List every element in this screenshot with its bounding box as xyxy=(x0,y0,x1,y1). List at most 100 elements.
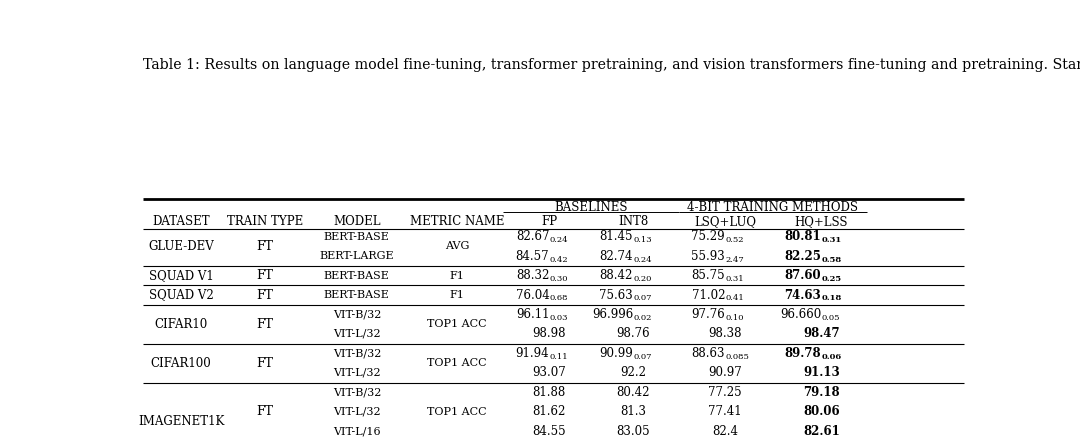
Text: 0.10: 0.10 xyxy=(725,314,744,322)
Text: 81.62: 81.62 xyxy=(532,405,566,418)
Text: AVG: AVG xyxy=(445,241,470,251)
Text: BERT-BASE: BERT-BASE xyxy=(324,271,390,280)
Text: METRIC NAME: METRIC NAME xyxy=(410,215,504,228)
Text: 88.32: 88.32 xyxy=(516,269,550,282)
Text: 75.29: 75.29 xyxy=(691,230,725,243)
Text: 88.63: 88.63 xyxy=(691,347,725,360)
Text: Table 1: Results on language model fine-tuning, transformer pretraining, and vis: Table 1: Results on language model fine-… xyxy=(144,58,1080,72)
Text: TOP1 ACC: TOP1 ACC xyxy=(428,319,487,329)
Text: 0.18: 0.18 xyxy=(821,295,841,303)
Text: FT: FT xyxy=(256,318,273,330)
Text: 0.07: 0.07 xyxy=(633,295,651,303)
Text: 87.60: 87.60 xyxy=(785,269,821,282)
Text: 0.31: 0.31 xyxy=(821,236,841,244)
Text: 98.47: 98.47 xyxy=(804,327,839,340)
Text: FT: FT xyxy=(256,357,273,369)
Text: 80.42: 80.42 xyxy=(617,386,650,399)
Text: 81.45: 81.45 xyxy=(599,230,633,243)
Text: FT: FT xyxy=(256,240,273,253)
Text: 96.11: 96.11 xyxy=(516,308,550,321)
Text: 82.25: 82.25 xyxy=(784,249,821,263)
Text: VIT-B/32: VIT-B/32 xyxy=(333,310,381,319)
Text: 0.24: 0.24 xyxy=(633,256,651,264)
Text: 88.42: 88.42 xyxy=(599,269,633,282)
Text: SQUAD V1: SQUAD V1 xyxy=(149,269,214,282)
Text: 82.67: 82.67 xyxy=(516,230,550,243)
Text: CIFAR100: CIFAR100 xyxy=(151,357,212,369)
Text: 89.78: 89.78 xyxy=(785,347,821,360)
Text: VIT-L/32: VIT-L/32 xyxy=(333,329,380,339)
Text: 74.63: 74.63 xyxy=(784,288,821,302)
Text: SQUAD V2: SQUAD V2 xyxy=(149,288,214,302)
Text: 81.3: 81.3 xyxy=(620,405,646,418)
Text: 81.88: 81.88 xyxy=(532,386,566,399)
Text: VIT-B/32: VIT-B/32 xyxy=(333,387,381,397)
Text: 0.085: 0.085 xyxy=(725,353,748,361)
Text: 77.41: 77.41 xyxy=(708,405,742,418)
Text: 97.76: 97.76 xyxy=(691,308,725,321)
Text: 85.75: 85.75 xyxy=(691,269,725,282)
Text: 0.05: 0.05 xyxy=(821,314,840,322)
Text: 96.660: 96.660 xyxy=(780,308,821,321)
Text: TRAIN TYPE: TRAIN TYPE xyxy=(227,215,302,228)
Text: 96.996: 96.996 xyxy=(592,308,633,321)
Text: 80.81: 80.81 xyxy=(785,230,821,243)
Text: 84.57: 84.57 xyxy=(515,249,550,263)
Text: TOP1 ACC: TOP1 ACC xyxy=(428,407,487,417)
Text: 93.07: 93.07 xyxy=(532,366,566,379)
Text: BERT-BASE: BERT-BASE xyxy=(324,232,390,242)
Text: HQ+LSS: HQ+LSS xyxy=(795,215,848,228)
Text: 82.4: 82.4 xyxy=(712,424,738,438)
Text: 98.38: 98.38 xyxy=(708,327,742,340)
Text: CIFAR10: CIFAR10 xyxy=(154,318,207,330)
Text: VIT-L/16: VIT-L/16 xyxy=(333,426,380,436)
Text: 90.97: 90.97 xyxy=(708,366,742,379)
Text: 55.93: 55.93 xyxy=(691,249,725,263)
Text: 92.2: 92.2 xyxy=(620,366,646,379)
Text: FT: FT xyxy=(256,269,273,282)
Text: 84.55: 84.55 xyxy=(532,424,566,438)
Text: BASELINES: BASELINES xyxy=(554,201,627,214)
Text: F1: F1 xyxy=(449,271,464,280)
Text: 82.61: 82.61 xyxy=(802,424,840,438)
Text: 75.63: 75.63 xyxy=(599,288,633,302)
Text: 91.13: 91.13 xyxy=(802,366,840,379)
Text: 98.98: 98.98 xyxy=(532,327,566,340)
Text: FP: FP xyxy=(541,215,557,228)
Text: VIT-B/32: VIT-B/32 xyxy=(333,348,381,358)
Text: F1: F1 xyxy=(449,290,464,300)
Text: VIT-L/32: VIT-L/32 xyxy=(333,407,380,417)
Text: 90.99: 90.99 xyxy=(599,347,633,360)
Text: 0.13: 0.13 xyxy=(633,236,651,244)
Text: VIT-L/32: VIT-L/32 xyxy=(333,368,380,378)
Text: 91.94: 91.94 xyxy=(515,347,550,360)
Text: TOP1 ACC: TOP1 ACC xyxy=(428,358,487,368)
Text: 76.04: 76.04 xyxy=(515,288,550,302)
Text: 0.06: 0.06 xyxy=(821,353,841,361)
Text: FT: FT xyxy=(256,288,273,302)
Text: 80.06: 80.06 xyxy=(804,405,839,418)
Text: 0.68: 0.68 xyxy=(550,295,568,303)
Text: GLUE-DEV: GLUE-DEV xyxy=(148,240,214,253)
Text: 0.11: 0.11 xyxy=(550,353,568,361)
Text: 0.25: 0.25 xyxy=(821,275,841,283)
Text: 0.03: 0.03 xyxy=(550,314,568,322)
Text: 0.41: 0.41 xyxy=(725,295,744,303)
Text: 0.42: 0.42 xyxy=(550,256,568,264)
Text: 0.02: 0.02 xyxy=(633,314,651,322)
Text: 0.24: 0.24 xyxy=(550,236,568,244)
Text: 0.30: 0.30 xyxy=(550,275,568,283)
Text: 0.31: 0.31 xyxy=(725,275,744,283)
Text: 2.47: 2.47 xyxy=(725,256,744,264)
Text: 82.74: 82.74 xyxy=(599,249,633,263)
Text: FT: FT xyxy=(256,405,273,418)
Text: MODEL: MODEL xyxy=(333,215,380,228)
Text: 79.18: 79.18 xyxy=(804,386,839,399)
Text: 98.76: 98.76 xyxy=(617,327,650,340)
Text: 4-BIT TRAINING METHODS: 4-BIT TRAINING METHODS xyxy=(687,201,859,214)
Text: INT8: INT8 xyxy=(618,215,648,228)
Text: 77.25: 77.25 xyxy=(708,386,742,399)
Text: 83.05: 83.05 xyxy=(617,424,650,438)
Text: LSQ+LUQ: LSQ+LUQ xyxy=(694,215,756,228)
Text: 71.02: 71.02 xyxy=(691,288,725,302)
